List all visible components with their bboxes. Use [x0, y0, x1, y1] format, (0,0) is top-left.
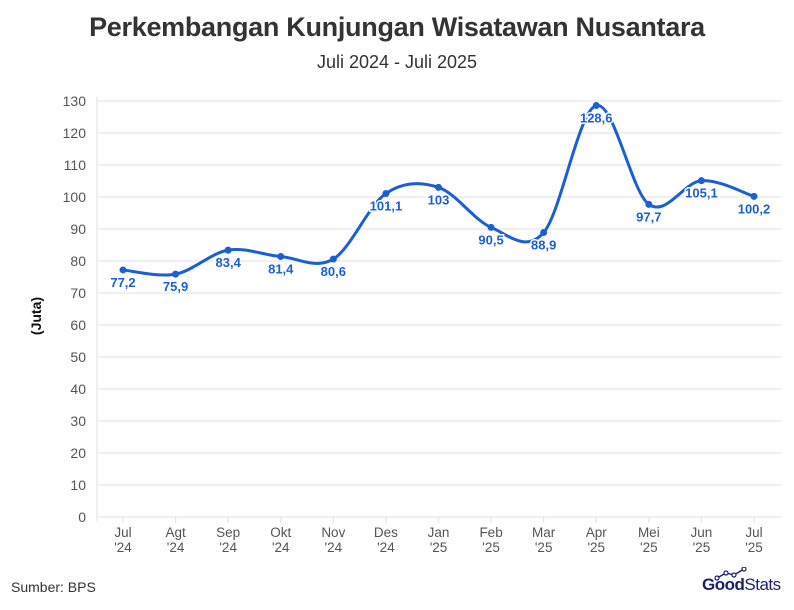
y-tick-label: 20: [70, 445, 86, 461]
x-tick-label-year: '25: [587, 540, 605, 555]
x-axis-ticks: Jul'24Agt'24Sep'24Okt'24Nov'24Des'24Jan'…: [114, 517, 763, 555]
data-point: [435, 183, 442, 191]
data-label: 97,7: [636, 209, 661, 224]
data-point: [172, 270, 180, 278]
data-label: 81,4: [268, 262, 294, 277]
data-points: [119, 101, 758, 278]
x-tick-label-year: '25: [535, 540, 553, 555]
x-tick-label-year: '24: [219, 540, 237, 555]
data-point: [277, 253, 285, 261]
data-label: 88,9: [531, 238, 556, 253]
data-labels: 77,2 75,9 83,4 81,4 80,6 101,1 103 90,5 88,9 128,…: [109, 109, 772, 296]
data-point: [329, 255, 337, 263]
x-tick-label-month: Jul: [745, 525, 762, 540]
y-tick-label: 120: [63, 125, 87, 141]
x-tick-label-month: Apr: [586, 525, 608, 540]
data-point: [540, 229, 548, 237]
x-tick-label-month: Feb: [479, 525, 502, 540]
logo-text-stats: Stats: [744, 575, 781, 594]
data-label: 103: [428, 192, 450, 207]
data-label: 100,2: [738, 201, 771, 216]
data-point: [750, 192, 758, 200]
data-label: 77,2: [110, 275, 135, 290]
x-tick-label-year: '25: [745, 540, 763, 555]
y-tick-label: 130: [63, 93, 87, 109]
x-tick-label-year: '25: [693, 540, 711, 555]
data-label: 75,9: [163, 279, 188, 294]
x-tick-label-month: Des: [374, 525, 398, 540]
y-tick-label: 0: [78, 509, 86, 525]
x-tick-label-year: '25: [640, 540, 658, 555]
data-point: [224, 246, 232, 254]
data-point: [119, 266, 127, 274]
x-tick-label-month: Okt: [270, 525, 291, 540]
x-tick-label-month: Nov: [321, 525, 345, 540]
y-tick-label: 10: [70, 477, 86, 493]
y-tick-label: 50: [70, 349, 86, 365]
x-tick-label-month: Jun: [691, 525, 713, 540]
goodstats-logo: GoodStats: [702, 567, 781, 595]
data-label: 128,6: [580, 110, 613, 125]
data-point: [697, 177, 705, 185]
y-tick-label: 70: [70, 285, 86, 301]
y-axis-ticks: 0 10 20 30 40 50 60 70 80 90 100 110 120 130: [63, 93, 87, 525]
logo-text-good: Good: [702, 575, 745, 594]
y-tick-label: 90: [70, 221, 86, 237]
trend-line-icon: [714, 567, 747, 581]
data-label: 105,1: [685, 186, 718, 201]
x-tick-label-year: '24: [167, 540, 185, 555]
x-tick-label-month: Mar: [532, 525, 556, 540]
x-tick-label-month: Mei: [638, 525, 660, 540]
data-point: [645, 200, 653, 208]
gridlines: [96, 97, 782, 521]
x-tick-label-year: '24: [325, 540, 343, 555]
y-tick-label: 80: [70, 253, 86, 269]
data-label: 80,6: [321, 264, 346, 279]
y-tick-label: 40: [70, 381, 86, 397]
source-note: Sumber: BPS: [11, 579, 96, 595]
x-tick-label-month: Jul: [114, 525, 131, 540]
y-tick-label: 100: [63, 189, 87, 205]
y-tick-label: 60: [70, 317, 86, 333]
y-tick-label: 110: [64, 157, 87, 173]
y-tick-label: 30: [70, 413, 86, 429]
x-tick-label-year: '24: [114, 540, 132, 555]
chart-title: Perkembangan Kunjungan Wisatawan Nusanta…: [89, 12, 705, 42]
x-tick-label-month: Sep: [216, 525, 240, 540]
data-label: 90,5: [478, 232, 503, 247]
data-point: [382, 189, 390, 197]
x-tick-label-year: '24: [377, 540, 395, 555]
data-label: 101,1: [370, 198, 403, 213]
x-tick-label-year: '24: [272, 540, 290, 555]
x-tick-label-month: Agt: [165, 525, 186, 540]
x-tick-label-year: '25: [482, 540, 500, 555]
x-tick-label-month: Jan: [428, 525, 450, 540]
data-point: [487, 223, 495, 231]
data-point: [592, 101, 600, 109]
chart-subtitle: Juli 2024 - Juli 2025: [316, 52, 478, 72]
data-label: 83,4: [216, 255, 242, 270]
x-tick-label-year: '25: [430, 540, 448, 555]
